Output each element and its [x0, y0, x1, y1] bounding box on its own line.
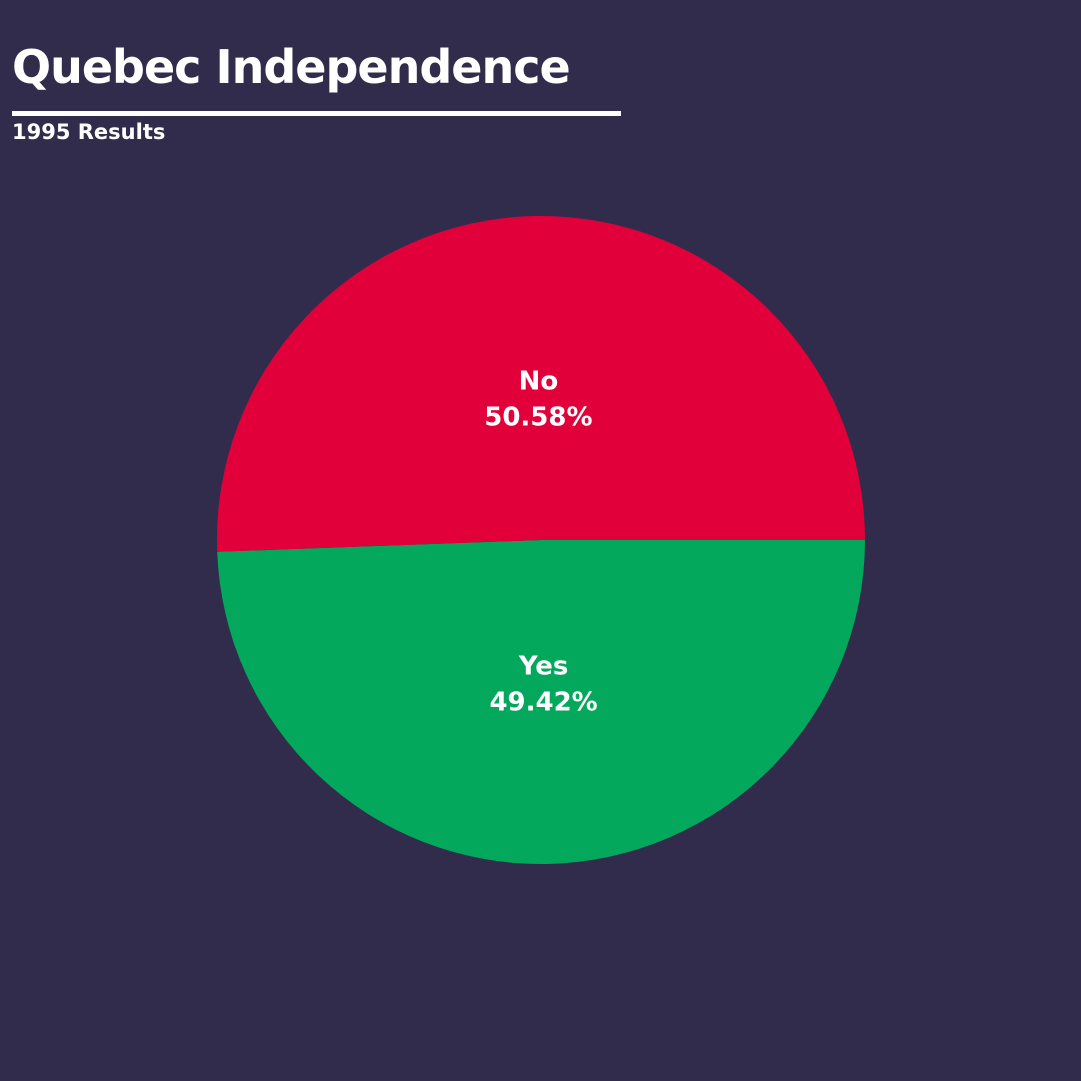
- pie-slice-yes: [217, 540, 866, 864]
- chart-title: Quebec Independence: [12, 40, 571, 94]
- pie-slice-no: [216, 215, 865, 552]
- slice-label-yes: Yes: [518, 652, 569, 682]
- slice-value-no: 50.58%: [484, 402, 592, 432]
- title-divider: [12, 111, 621, 116]
- slice-value-yes: 49.42%: [489, 688, 597, 718]
- slice-label-no: No: [519, 366, 559, 396]
- chart-subtitle: 1995 Results: [12, 120, 166, 144]
